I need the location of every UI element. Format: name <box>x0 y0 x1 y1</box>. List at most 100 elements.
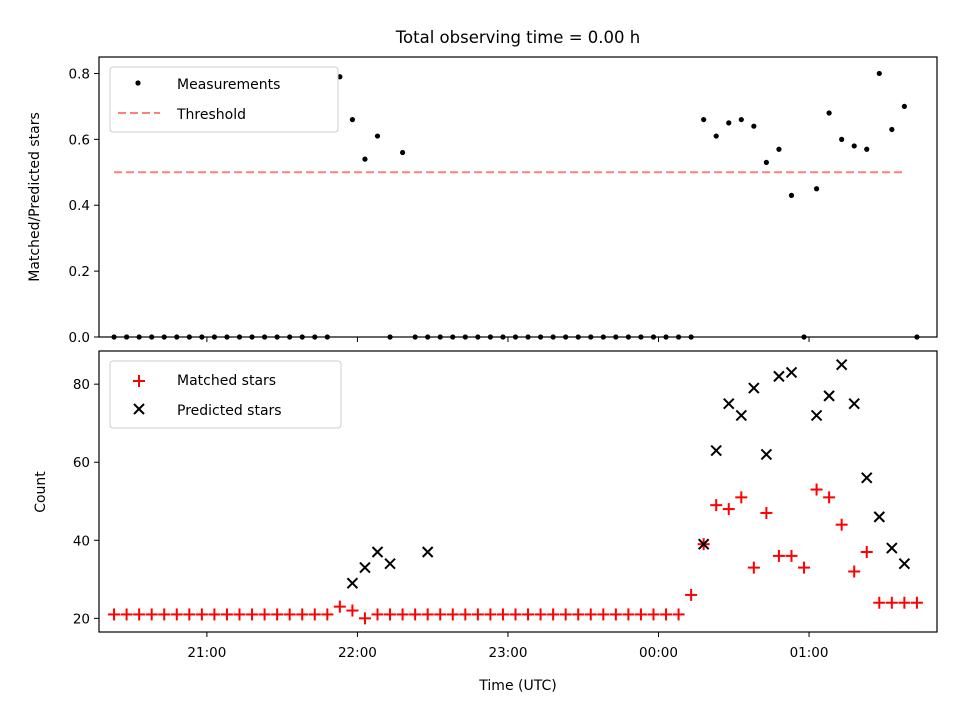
matched-star-point <box>584 608 597 621</box>
matched-star-point <box>258 608 271 621</box>
bottom-x-tick-label: 00:00 <box>639 645 678 661</box>
top-panel: 0.00.20.40.60.8 Matched/Predicted stars … <box>27 56 938 346</box>
predicted-star-point <box>898 557 911 570</box>
matched-star-point <box>622 608 635 621</box>
predicted-star-point <box>835 358 848 371</box>
predicted-star-point <box>785 366 798 379</box>
matched-star-point <box>760 506 773 519</box>
bottom-y-axis: 20 40 60 80 <box>73 377 99 627</box>
legend-matched-label: Matched stars <box>177 373 276 389</box>
predicted-star-point <box>421 546 434 558</box>
matched-star-point <box>133 608 146 621</box>
predicted-star-point <box>748 382 760 394</box>
matched-star-point <box>108 608 121 621</box>
figure-title: Total observing time = 0.00 h <box>395 28 640 47</box>
measurement-point <box>763 159 769 166</box>
matched-star-point <box>158 608 171 621</box>
measurement-point <box>788 192 795 198</box>
bottom-axes-frame <box>98 350 938 633</box>
matched-star-point <box>685 588 698 601</box>
matched-star-point <box>195 608 208 621</box>
matched-star-point <box>208 608 221 621</box>
legend-predicted-label: Predicted stars <box>177 403 282 419</box>
bottom-y-tick-label: 40 <box>73 533 90 549</box>
matched-star-point <box>459 608 472 621</box>
matched-star-point <box>810 483 823 496</box>
predicted-star-point <box>886 542 898 554</box>
matched-star-point <box>496 608 509 621</box>
measurement-point <box>738 116 744 123</box>
top-legend-box <box>109 66 339 133</box>
measurement-point <box>776 146 782 152</box>
predicted-star-point <box>371 546 384 558</box>
matched-star-point <box>660 608 673 621</box>
top-y-tick-label: 0.4 <box>69 198 90 214</box>
matched-star-point <box>384 608 397 621</box>
matched-star-point <box>710 499 723 512</box>
top-legend: Measurements Threshold <box>109 66 339 133</box>
predicted-star-point <box>359 561 371 574</box>
measurement-point <box>889 126 895 133</box>
predicted-star-point <box>873 511 886 523</box>
matched-star-point <box>471 608 484 621</box>
matched-star-point <box>409 608 422 621</box>
measurement-point <box>876 70 882 77</box>
matched-star-point <box>271 608 284 621</box>
measurement-point <box>851 143 857 149</box>
measurement-point <box>751 123 757 129</box>
matched-star-point <box>647 608 660 621</box>
matched-star-point <box>421 608 434 621</box>
matched-star-point <box>534 608 547 621</box>
matched-star-point <box>873 596 886 609</box>
matched-star-point <box>722 503 735 516</box>
measurement-point <box>349 116 356 123</box>
matched-star-point <box>308 608 321 621</box>
measurement-point <box>826 110 832 116</box>
predicted-star-point <box>723 397 735 410</box>
top-y-tick-label: 0.8 <box>69 66 90 82</box>
bottom-x-tick-label: 22:00 <box>338 645 377 661</box>
matched-star-point <box>246 608 259 621</box>
measurement-point <box>337 74 343 80</box>
matched-star-point <box>785 549 798 562</box>
matched-star-point <box>233 608 246 621</box>
top-y-tick-label: 0.6 <box>69 132 90 148</box>
measurement-point <box>839 136 845 142</box>
matched-star-point <box>484 608 497 621</box>
matched-star-point <box>559 608 572 621</box>
matched-star-point <box>358 612 371 625</box>
bottom-legend: Matched stars Predicted stars <box>109 360 342 429</box>
top-x-ticks <box>206 337 810 342</box>
matched-star-point <box>547 608 560 621</box>
top-y-axis-label: Matched/Predicted stars <box>27 112 43 282</box>
bottom-panel: 20 40 60 80 21:00 22:00 23:00 00:00 01:00 Count… <box>33 350 938 694</box>
matched-star-point <box>747 561 760 574</box>
legend-predicted-marker <box>133 403 145 415</box>
matched-star-point <box>396 608 409 621</box>
measurement-point <box>864 146 870 152</box>
predicted-star-point <box>861 472 873 484</box>
matched-star-point <box>898 596 911 609</box>
predicted-star-point <box>346 577 359 589</box>
legend-measurements-marker <box>135 80 141 86</box>
bottom-y-axis-label: Count <box>33 471 49 513</box>
top-axes-frame <box>98 56 938 338</box>
matched-star-point <box>885 596 898 609</box>
matched-star-point <box>609 608 622 621</box>
matched-star-point <box>634 608 647 621</box>
predicted-star-point <box>697 538 710 550</box>
matched-star-point <box>434 608 447 621</box>
matched-star-point <box>735 491 748 504</box>
predicted-star-point <box>710 444 722 457</box>
matched-star-point <box>296 608 309 621</box>
matched-star-point <box>672 608 685 621</box>
measurement-point <box>701 116 707 123</box>
predicted-star-point <box>823 390 835 402</box>
matched-star-point <box>522 608 535 621</box>
matched-star-point <box>170 608 183 621</box>
matched-star-point <box>772 549 785 562</box>
legend-measurements-label: Measurements <box>177 77 280 93</box>
bottom-x-tick-label: 23:00 <box>489 645 528 661</box>
top-y-tick-label: 0.0 <box>69 330 90 346</box>
